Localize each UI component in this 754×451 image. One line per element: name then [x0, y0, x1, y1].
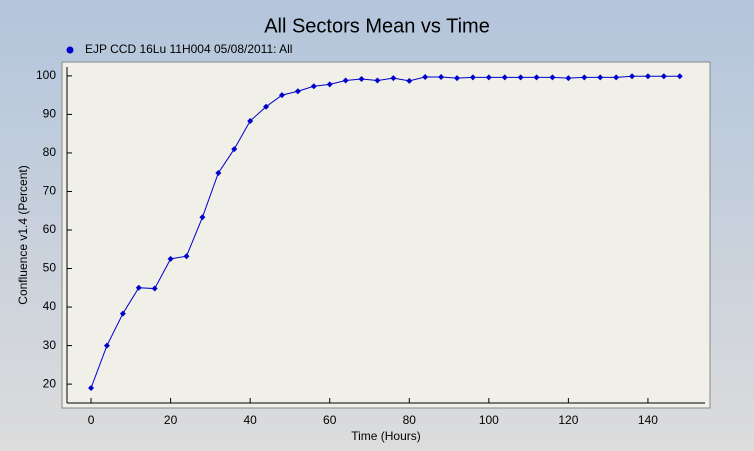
data-point [326, 81, 333, 88]
data-point [135, 284, 142, 291]
data-point [454, 75, 461, 82]
x-tick-label: 80 [403, 413, 417, 427]
y-tick-label: 80 [43, 145, 57, 159]
chart-title: All Sectors Mean vs Time [264, 15, 490, 37]
data-point [88, 384, 95, 391]
x-tick-label: 120 [558, 413, 578, 427]
x-tick-label: 40 [243, 413, 257, 427]
data-point [613, 74, 620, 81]
legend-label: EJP CCD 16Lu 11H004 05/08/2011: All [85, 42, 292, 56]
data-point [119, 310, 126, 317]
data-point [597, 74, 604, 81]
x-tick-label: 140 [638, 413, 658, 427]
data-point [422, 74, 429, 81]
data-point [310, 83, 317, 90]
data-point [231, 146, 238, 153]
x-tick-label: 20 [164, 413, 178, 427]
y-tick-label: 30 [43, 338, 57, 352]
data-point [103, 342, 110, 349]
data-point [469, 74, 476, 81]
y-tick-label: 40 [43, 299, 57, 313]
data-point [278, 92, 285, 99]
data-point [501, 74, 508, 81]
data-point [374, 77, 381, 84]
data-point [199, 214, 206, 221]
data-point [485, 74, 492, 81]
data-point [676, 73, 683, 80]
data-point [358, 75, 365, 82]
data-point [247, 117, 254, 124]
y-tick-label: 20 [43, 376, 57, 390]
data-point [549, 74, 556, 81]
data-point [151, 285, 158, 292]
data-point [167, 255, 174, 262]
data-point [406, 77, 413, 84]
data-point [294, 88, 301, 95]
data-point [263, 103, 270, 110]
data-point [342, 77, 349, 84]
data-point [565, 75, 572, 82]
x-tick-label: 60 [323, 413, 337, 427]
data-point [629, 73, 636, 80]
data-point [438, 74, 445, 81]
y-tick-label: 90 [43, 107, 57, 121]
x-tick-label: 0 [88, 413, 95, 427]
y-axis-label: Confluence v1.4 (Percent) [16, 165, 30, 304]
data-point [660, 73, 667, 80]
data-point [215, 169, 222, 176]
y-tick-label: 60 [43, 222, 57, 236]
data-point [390, 75, 397, 82]
y-tick-label: 70 [43, 184, 57, 198]
data-point [183, 253, 190, 260]
data-point [581, 74, 588, 81]
y-tick-label: 50 [43, 261, 57, 275]
x-axis-label: Time (Hours) [351, 429, 421, 443]
x-tick-label: 100 [479, 413, 499, 427]
y-tick-label: 100 [36, 68, 56, 82]
plot-area [61, 61, 711, 409]
data-point [644, 73, 651, 80]
legend-marker [66, 46, 74, 54]
data-point [533, 74, 540, 81]
data-point [517, 74, 524, 81]
